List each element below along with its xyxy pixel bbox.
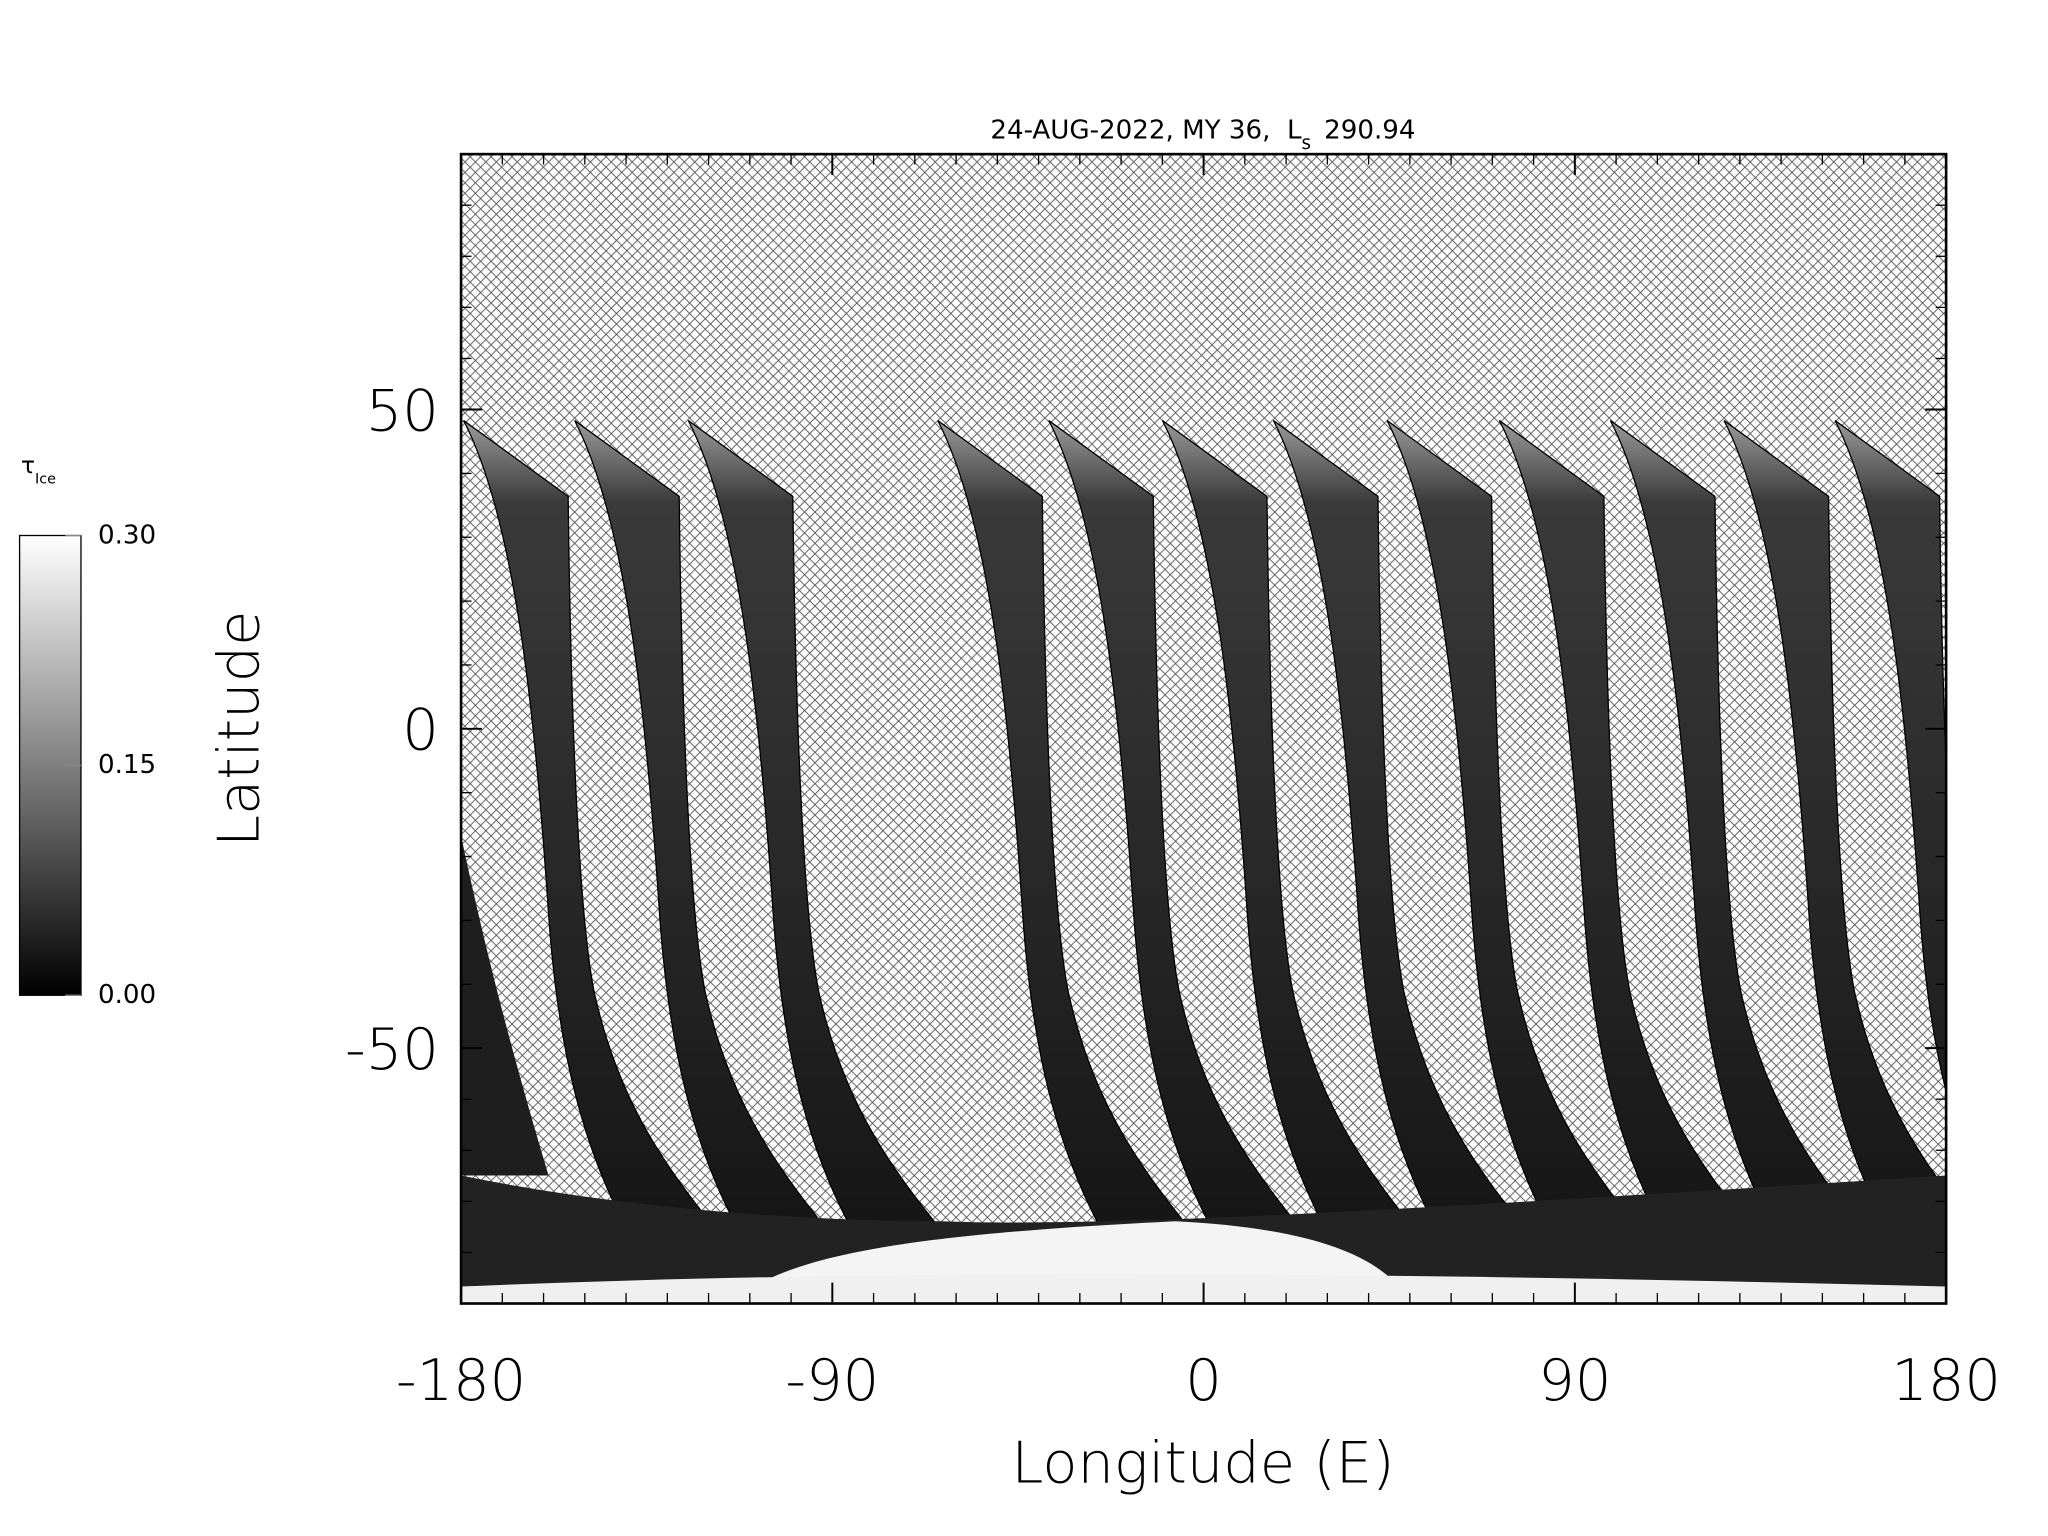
x-tick-label: -90 xyxy=(785,1347,879,1414)
y-tick-label: 50 xyxy=(366,377,439,444)
x-tick-label: 180 xyxy=(1891,1347,2001,1414)
colorbar-tick-label: 0.30 xyxy=(98,520,156,550)
colorbar-tick-label: 0.00 xyxy=(98,980,156,1010)
title-value: 290.94 xyxy=(1324,115,1415,145)
x-tick-label: -180 xyxy=(396,1347,526,1414)
swath xyxy=(461,835,549,1176)
colorbar-tick-label: 0.15 xyxy=(98,750,156,780)
chart-title: 24-AUG-2022, MY 36, Ls 290.94 xyxy=(990,115,1415,153)
x-tick-label: 90 xyxy=(1538,1347,1611,1414)
y-tick-label: -50 xyxy=(345,1016,439,1083)
title-text: 24-AUG-2022, MY 36, L xyxy=(990,115,1302,145)
y-axis-label: Latitude xyxy=(206,611,273,847)
colorbar-subscript: Ice xyxy=(35,471,56,487)
y-tick-label: 0 xyxy=(402,697,439,764)
colorbar-label: τIce xyxy=(21,451,56,487)
x-tick-label: 0 xyxy=(1185,1347,1222,1414)
swath xyxy=(1834,420,1947,1095)
x-axis-label: Longitude (E) xyxy=(1011,1429,1394,1496)
title-subscript: s xyxy=(1302,133,1312,154)
colorbar-symbol: τ xyxy=(21,451,35,479)
